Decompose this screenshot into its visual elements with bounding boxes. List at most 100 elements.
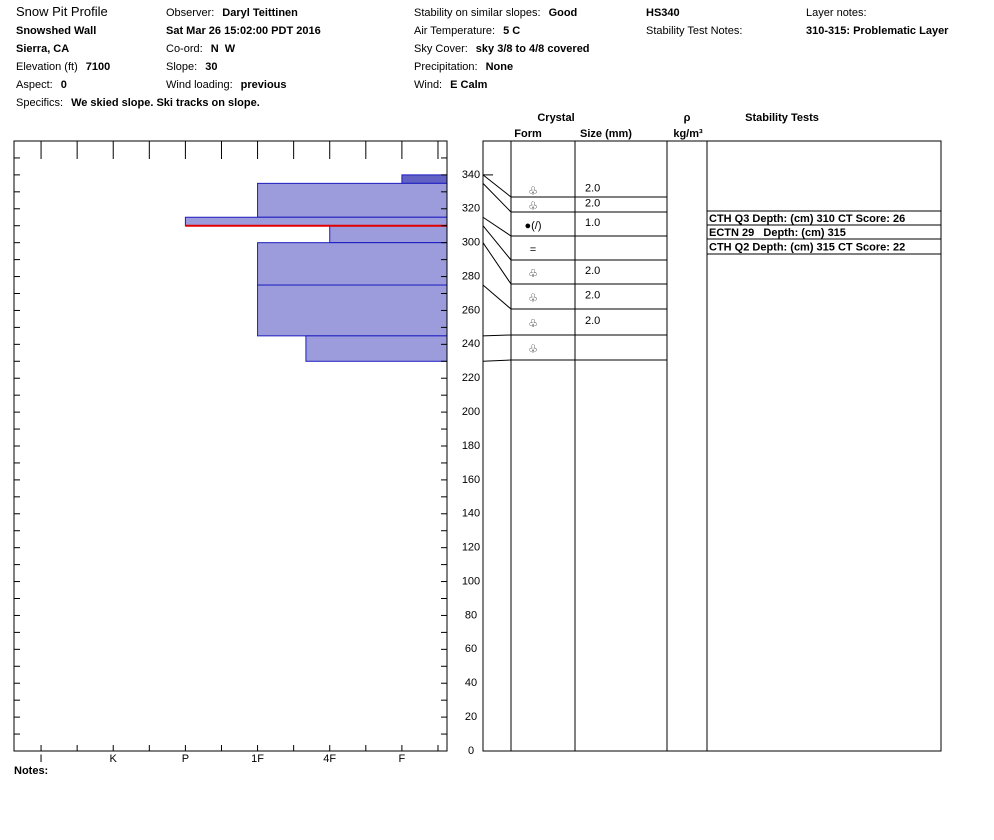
y-tick-label: 240	[462, 338, 480, 350]
crystal-header: Crystal	[537, 112, 574, 124]
field-label: Specifics:	[16, 97, 64, 109]
form-header: Form	[514, 128, 542, 140]
table-frame	[482, 140, 942, 752]
field-value: 0	[60, 79, 67, 91]
field-label: Elevation (ft)	[16, 61, 78, 73]
crystal-form: ♧	[528, 200, 538, 212]
header-field: Aspect: 0	[16, 78, 67, 92]
layer-bar	[401, 174, 448, 184]
header-field: Precipitation: None	[414, 60, 513, 74]
field-value: Good	[548, 7, 578, 19]
field-value: 30	[205, 61, 218, 73]
density-header: ρ	[684, 112, 691, 124]
site: Snowshed Wall	[16, 25, 97, 37]
notes-label: Notes:	[14, 765, 49, 777]
crystal-size: 2.0	[585, 197, 600, 209]
field-label: Wind loading:	[166, 79, 233, 91]
field-value: None	[485, 61, 514, 73]
connector	[482, 225, 512, 261]
layer-bar	[257, 242, 448, 286]
y-tick-label: 200	[462, 406, 480, 418]
y-tick-label: 160	[462, 474, 480, 486]
y-tick-label: 260	[462, 304, 480, 316]
x-tick-label: I	[40, 753, 43, 765]
field-label: Air Temperature:	[414, 25, 496, 37]
layer-bar	[184, 216, 448, 227]
crystal-size: 2.0	[585, 265, 600, 277]
y-tick-label: 300	[462, 237, 480, 249]
x-tick-label: 1F	[251, 753, 264, 765]
title: Snow Pit Profile	[16, 4, 108, 19]
connector	[482, 183, 512, 213]
field-value: N W	[210, 43, 236, 55]
field-value: We skied slope. Ski tracks on slope.	[71, 97, 260, 109]
field-label: Stability on similar slopes:	[414, 7, 541, 19]
field-label: Aspect:	[16, 79, 53, 91]
y-tick-label: 120	[462, 542, 480, 554]
y-tick-label: 280	[462, 270, 480, 282]
x-tick-label: 4F	[323, 753, 336, 765]
header-field: Observer: Daryl Teittinen	[166, 6, 298, 20]
crystal-size: 1.0	[585, 217, 600, 229]
layer-note: 310-315: Problematic Layer	[806, 25, 949, 37]
header-field: Co-ord: N W	[166, 42, 235, 56]
field-value: sky 3/8 to 4/8 covered	[475, 43, 590, 55]
y-tick-label: 180	[462, 440, 480, 452]
connector	[482, 284, 512, 310]
stability-test: CTH Q3 Depth: (cm) 310 CT Score: 26	[709, 213, 905, 225]
connector	[482, 174, 512, 198]
field-label: Co-ord:	[166, 43, 203, 55]
layer-notes-label: Layer notes:	[806, 7, 867, 19]
field-value: 5 C	[503, 25, 521, 37]
y-tick-label: 0	[468, 745, 474, 757]
crystal-form: ●(/)	[524, 220, 541, 232]
field-label: Slope:	[166, 61, 198, 73]
crystal-size: 2.0	[585, 182, 600, 194]
crystal-size: 2.0	[585, 315, 600, 327]
date: Sat Mar 26 15:02:00 PDT 2016	[166, 25, 321, 37]
region: Sierra, CA	[16, 43, 70, 55]
crystal-form: ♧	[528, 318, 538, 330]
header-field: Sky Cover: sky 3/8 to 4/8 covered	[414, 42, 590, 56]
header-field: Specifics: We skied slope. Ski tracks on …	[16, 96, 260, 110]
layer-bar	[257, 182, 448, 218]
crystal-form: ♧	[528, 292, 538, 304]
x-tick-label: F	[399, 753, 406, 765]
tests-header: Stability Tests	[745, 112, 819, 124]
x-tick-label: K	[110, 753, 118, 765]
y-tick-label: 40	[465, 677, 477, 689]
connector	[482, 359, 512, 362]
y-tick-label: 340	[462, 169, 480, 181]
header-field: Slope: 30	[166, 60, 217, 74]
field-label: Sky Cover:	[414, 43, 468, 55]
y-tick-label: 80	[465, 609, 477, 621]
y-tick-label: 60	[465, 643, 477, 655]
header-field: Wind loading: previous	[166, 78, 287, 92]
test-notes-label: Stability Test Notes:	[646, 25, 743, 37]
connector	[482, 334, 512, 337]
hs: HS340	[646, 7, 680, 19]
crystal-form: ♧	[528, 343, 538, 355]
y-tick-label: 100	[462, 575, 480, 587]
header-field: Air Temperature: 5 C	[414, 24, 520, 38]
field-label: Observer:	[166, 7, 215, 19]
connector	[482, 242, 512, 285]
connector	[482, 216, 512, 237]
crystal-form: ♧	[528, 268, 538, 280]
field-value: previous	[240, 79, 287, 91]
x-tick-label: P	[182, 753, 189, 765]
field-value: E Calm	[450, 79, 488, 91]
header-field: Wind: E Calm	[414, 78, 487, 92]
field-value: Daryl Teittinen	[222, 7, 298, 19]
layer-bar	[257, 284, 448, 337]
header-field: Elevation (ft) 7100	[16, 60, 110, 74]
stability-test: ECTN 29 Depth: (cm) 315	[709, 227, 846, 239]
y-tick-label: 220	[462, 372, 480, 384]
density-unit: kg/m³	[673, 128, 703, 140]
crystal-form: =	[530, 244, 536, 256]
layer-bar	[329, 225, 448, 244]
y-tick-label: 140	[462, 508, 480, 520]
stability-test: CTH Q2 Depth: (cm) 315 CT Score: 22	[709, 241, 905, 253]
